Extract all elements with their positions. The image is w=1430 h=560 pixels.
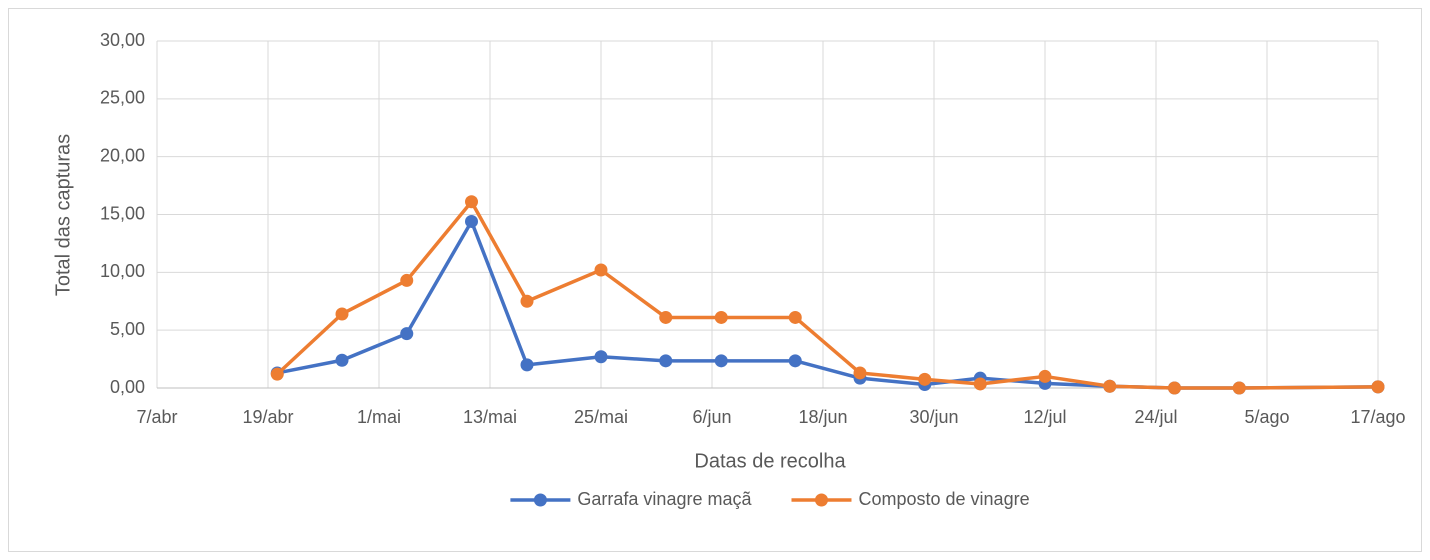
x-tick-label: 13/mai [463, 407, 517, 427]
x-tick-label: 18/jun [798, 407, 847, 427]
y-tick-label: 25,00 [100, 88, 145, 108]
x-tick-label: 19/abr [242, 407, 293, 427]
x-axis-title: Datas de recolha [694, 450, 846, 472]
y-tick-label: 20,00 [100, 145, 145, 165]
data-point [973, 377, 987, 391]
x-tick-label: 30/jun [909, 407, 958, 427]
data-point [270, 367, 284, 381]
data-point [400, 273, 414, 287]
data-point [1371, 380, 1385, 394]
data-point [918, 372, 932, 386]
x-tick-label: 6/jun [692, 407, 731, 427]
data-point [594, 350, 608, 364]
data-point [853, 366, 867, 380]
data-point [1168, 381, 1181, 395]
data-point [335, 307, 349, 321]
data-point [465, 195, 478, 209]
data-point [465, 214, 478, 228]
data-point [659, 354, 673, 368]
y-tick-label: 15,00 [100, 203, 145, 223]
x-tick-label: 12/jul [1023, 407, 1066, 427]
x-tick-label: 5/ago [1244, 407, 1289, 427]
legend-label: Composto de vinagre [858, 489, 1029, 509]
data-point [659, 310, 673, 324]
y-tick-label: 30,00 [100, 30, 145, 50]
data-point [1038, 369, 1052, 383]
x-tick-label: 24/jul [1134, 407, 1177, 427]
x-tick-label: 25/mai [574, 407, 628, 427]
data-point [400, 327, 414, 341]
x-tick-label: 1/mai [357, 407, 401, 427]
legend-marker [814, 493, 828, 507]
data-point [714, 310, 728, 324]
data-point [594, 263, 608, 277]
data-point [520, 294, 534, 308]
y-tick-label: 5,00 [110, 319, 145, 339]
legend-marker [533, 493, 547, 507]
data-point [520, 358, 534, 372]
x-tick-label: 17/ago [1350, 407, 1405, 427]
data-point [788, 310, 802, 324]
y-tick-label: 10,00 [100, 261, 145, 281]
y-tick-label: 0,00 [110, 377, 145, 397]
data-point [1232, 381, 1246, 395]
y-axis-title: Total das capturas [52, 134, 74, 296]
data-point [788, 354, 802, 368]
data-point [714, 354, 728, 368]
data-point [335, 353, 349, 367]
x-tick-label: 7/abr [136, 407, 177, 427]
data-point [1103, 379, 1117, 393]
legend-label: Garrafa vinagre maçã [577, 489, 752, 509]
